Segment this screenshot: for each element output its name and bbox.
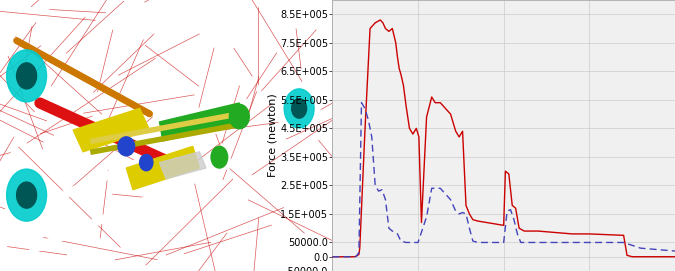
Ellipse shape bbox=[7, 169, 47, 221]
Ellipse shape bbox=[17, 182, 36, 208]
Polygon shape bbox=[159, 152, 206, 179]
Ellipse shape bbox=[211, 146, 227, 168]
Ellipse shape bbox=[118, 137, 134, 156]
Ellipse shape bbox=[7, 50, 47, 102]
Ellipse shape bbox=[140, 154, 153, 171]
Ellipse shape bbox=[230, 104, 249, 129]
Ellipse shape bbox=[17, 63, 36, 89]
Ellipse shape bbox=[284, 89, 314, 128]
Y-axis label: Force (newton): Force (newton) bbox=[267, 93, 277, 178]
Polygon shape bbox=[159, 103, 242, 141]
Polygon shape bbox=[73, 108, 150, 152]
Ellipse shape bbox=[292, 99, 306, 118]
Polygon shape bbox=[126, 146, 199, 190]
